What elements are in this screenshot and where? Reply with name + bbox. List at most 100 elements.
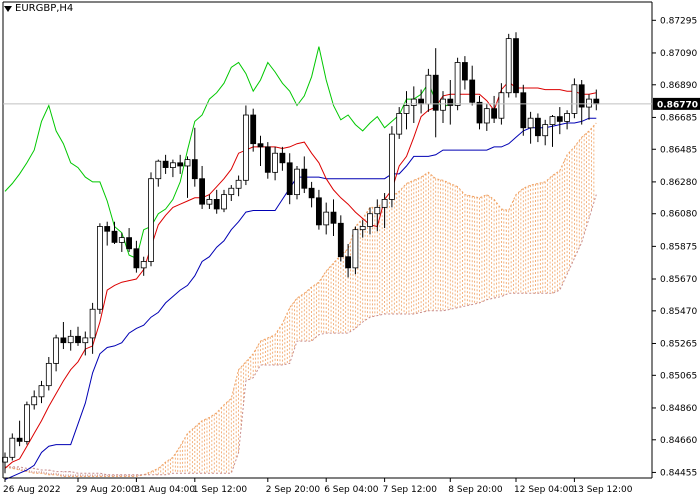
candle	[513, 32, 519, 98]
candle-body	[586, 98, 592, 108]
candle	[586, 94, 592, 120]
candle	[45, 357, 52, 391]
candle-body	[301, 168, 308, 189]
y-tick-label: 0.85670	[660, 275, 697, 285]
candle-body	[483, 108, 490, 124]
y-tick-label: 0.84860	[660, 404, 697, 414]
candle	[352, 226, 359, 275]
candle-body	[206, 199, 213, 205]
candle	[345, 243, 352, 278]
candle-body	[410, 98, 417, 106]
candle-body	[513, 38, 519, 94]
y-tick-label: 0.86280	[660, 178, 697, 188]
candle-body	[571, 84, 578, 114]
candle-body	[228, 187, 235, 196]
candle-body	[23, 404, 30, 442]
candle	[155, 159, 162, 187]
candle-body	[191, 159, 198, 180]
candle-body	[133, 248, 140, 269]
y-tick-label: 0.86890	[660, 81, 697, 91]
candle-body	[250, 114, 257, 145]
candle-body	[527, 117, 534, 129]
candle	[403, 91, 410, 130]
candle	[483, 103, 490, 131]
candle-body	[308, 187, 315, 199]
x-tick-label: 1 Sep 12:00	[193, 485, 248, 495]
candle-body	[381, 199, 388, 208]
candle	[257, 135, 264, 166]
candle-body	[155, 160, 162, 180]
candle	[359, 220, 366, 238]
dropdown-triangle-icon	[4, 5, 12, 12]
candle-body	[505, 38, 512, 94]
candle-body	[432, 74, 439, 111]
x-tick-label: 2 Sep 20:00	[266, 485, 321, 495]
candle-body	[169, 162, 176, 168]
candle-body	[352, 229, 359, 269]
candle	[381, 193, 388, 229]
candle-body	[126, 237, 132, 250]
candle-body	[89, 308, 96, 339]
y-tick-label: 0.87295	[660, 16, 697, 26]
x-tick-label: 29 Aug 20:00	[76, 485, 137, 495]
candle	[199, 165, 206, 209]
candle-body	[498, 92, 505, 119]
candle-body	[257, 143, 264, 148]
candle	[432, 48, 439, 138]
candle	[323, 202, 330, 235]
candle	[221, 189, 227, 213]
candle	[542, 119, 549, 146]
y-tick-label: 0.85470	[660, 307, 697, 317]
candle	[97, 223, 103, 315]
tenkan-sen-line	[4, 80, 597, 469]
y-tick-label: 0.85875	[660, 242, 697, 252]
current-price-label: 0.86770	[657, 100, 698, 110]
candle-body	[213, 199, 220, 210]
candle-body	[184, 159, 191, 167]
senkou-span-a-line	[4, 122, 597, 477]
candle-body	[440, 98, 446, 111]
chikou-span-line	[4, 46, 458, 259]
candle	[162, 154, 169, 174]
candle-body	[111, 230, 118, 243]
candle	[308, 181, 315, 208]
y-tick-label: 0.86080	[660, 210, 697, 220]
candle-body	[97, 226, 103, 310]
candle-body	[177, 162, 184, 167]
candle-body	[16, 437, 23, 442]
candle-body	[461, 62, 468, 81]
y-tick-label: 0.86485	[660, 145, 697, 155]
candle	[549, 115, 556, 147]
symbol-title: EURGBP,H4	[4, 3, 73, 14]
candle-body	[118, 237, 125, 243]
candle	[31, 390, 38, 410]
candle-body	[330, 211, 337, 224]
candle	[177, 154, 184, 174]
y-tick-label: 0.84660	[660, 436, 697, 446]
candle	[264, 142, 271, 179]
candle	[527, 111, 534, 144]
candle-body	[564, 113, 570, 122]
candle-body	[294, 168, 300, 196]
candle	[461, 56, 468, 90]
x-tick-label: 6 Sep 04:00	[324, 485, 379, 495]
candle	[104, 221, 111, 246]
candle-body	[403, 105, 410, 114]
candle	[67, 329, 74, 351]
candle-body	[235, 179, 242, 189]
candle	[301, 156, 308, 194]
candle	[140, 256, 147, 276]
candle-body	[359, 226, 366, 231]
candle-body	[140, 261, 147, 269]
candle-body	[148, 178, 154, 262]
x-tick-label: 13 Sep 12:00	[572, 485, 632, 495]
candle	[242, 105, 249, 186]
x-tick-label: 8 Sep 20:00	[448, 485, 503, 495]
x-tick-label: 26 Aug 2022	[3, 485, 61, 495]
candle-body	[53, 337, 59, 364]
candle	[60, 321, 67, 350]
candle-body	[425, 74, 432, 105]
candle-body	[345, 256, 352, 269]
